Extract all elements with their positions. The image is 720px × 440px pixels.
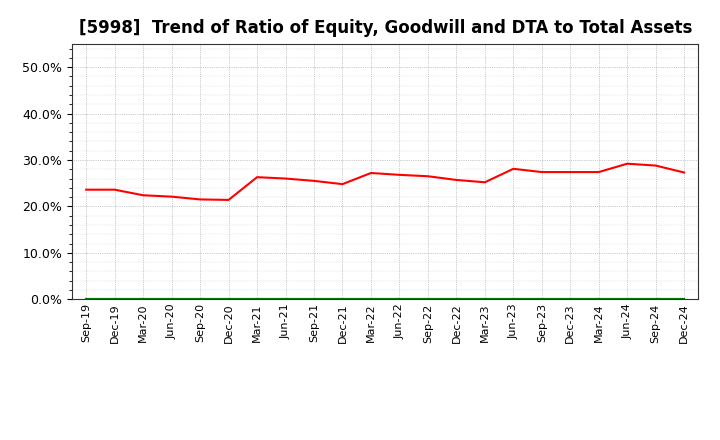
Equity: [110, 187, 119, 192]
Goodwill: [480, 297, 489, 302]
Equity: [282, 176, 290, 181]
Deferred Tax Assets: [395, 297, 404, 302]
Line: Equity: Equity: [86, 164, 684, 200]
Equity: [196, 197, 204, 202]
Goodwill: [623, 297, 631, 302]
Deferred Tax Assets: [82, 297, 91, 302]
Deferred Tax Assets: [537, 297, 546, 302]
Deferred Tax Assets: [310, 297, 318, 302]
Deferred Tax Assets: [196, 297, 204, 302]
Deferred Tax Assets: [652, 297, 660, 302]
Goodwill: [110, 297, 119, 302]
Deferred Tax Assets: [110, 297, 119, 302]
Deferred Tax Assets: [509, 297, 518, 302]
Equity: [366, 170, 375, 176]
Title: [5998]  Trend of Ratio of Equity, Goodwill and DTA to Total Assets: [5998] Trend of Ratio of Equity, Goodwil…: [78, 19, 692, 37]
Deferred Tax Assets: [253, 297, 261, 302]
Equity: [167, 194, 176, 199]
Equity: [652, 163, 660, 168]
Goodwill: [680, 297, 688, 302]
Equity: [452, 177, 461, 183]
Legend: Equity, Goodwill, Deferred Tax Assets: Equity, Goodwill, Deferred Tax Assets: [159, 439, 611, 440]
Deferred Tax Assets: [366, 297, 375, 302]
Deferred Tax Assets: [566, 297, 575, 302]
Deferred Tax Assets: [595, 297, 603, 302]
Goodwill: [82, 297, 91, 302]
Deferred Tax Assets: [480, 297, 489, 302]
Goodwill: [395, 297, 404, 302]
Deferred Tax Assets: [452, 297, 461, 302]
Equity: [139, 193, 148, 198]
Equity: [253, 175, 261, 180]
Deferred Tax Assets: [139, 297, 148, 302]
Goodwill: [253, 297, 261, 302]
Goodwill: [167, 297, 176, 302]
Deferred Tax Assets: [680, 297, 688, 302]
Equity: [537, 169, 546, 175]
Equity: [623, 161, 631, 166]
Equity: [395, 172, 404, 177]
Deferred Tax Assets: [423, 297, 432, 302]
Goodwill: [509, 297, 518, 302]
Deferred Tax Assets: [225, 297, 233, 302]
Deferred Tax Assets: [338, 297, 347, 302]
Equity: [82, 187, 91, 192]
Equity: [423, 174, 432, 179]
Equity: [509, 166, 518, 172]
Goodwill: [537, 297, 546, 302]
Goodwill: [366, 297, 375, 302]
Goodwill: [225, 297, 233, 302]
Goodwill: [652, 297, 660, 302]
Deferred Tax Assets: [167, 297, 176, 302]
Equity: [566, 169, 575, 175]
Goodwill: [282, 297, 290, 302]
Deferred Tax Assets: [282, 297, 290, 302]
Goodwill: [566, 297, 575, 302]
Equity: [480, 180, 489, 185]
Equity: [595, 169, 603, 175]
Deferred Tax Assets: [623, 297, 631, 302]
Goodwill: [196, 297, 204, 302]
Goodwill: [595, 297, 603, 302]
Goodwill: [423, 297, 432, 302]
Equity: [680, 170, 688, 175]
Equity: [338, 181, 347, 187]
Goodwill: [310, 297, 318, 302]
Goodwill: [452, 297, 461, 302]
Equity: [225, 197, 233, 202]
Equity: [310, 178, 318, 183]
Goodwill: [338, 297, 347, 302]
Goodwill: [139, 297, 148, 302]
